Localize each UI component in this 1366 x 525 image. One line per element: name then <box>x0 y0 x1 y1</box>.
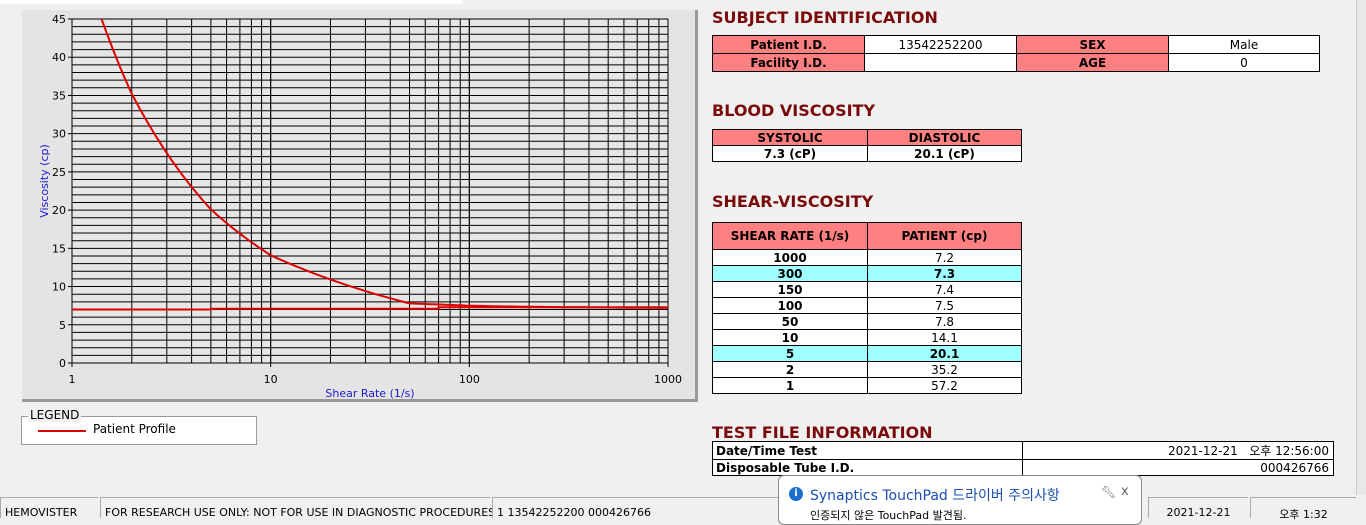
shear-row: 10 14.1 <box>712 329 1022 346</box>
legend-title: LEGEND <box>28 408 82 422</box>
popup-title: Synaptics TouchPad 드라이버 주의사항 <box>810 488 1060 504</box>
y-tick-label: 5 <box>59 319 66 332</box>
shear-rate-cell: 2 <box>712 361 868 378</box>
info-icon: i <box>789 487 803 501</box>
date-value: 2021-12-21 오후 12:56:00 <box>1022 441 1334 460</box>
patient-value-cell: 7.2 <box>867 249 1022 266</box>
diastolic-label: DIASTOLIC <box>867 129 1022 146</box>
systolic-value: 7.3 (cP) <box>712 145 868 162</box>
status-date: 2021-12-21 <box>1148 497 1248 519</box>
series-line-2 <box>72 306 668 311</box>
vertical-scrollbar[interactable] <box>1356 0 1366 495</box>
patient-value-cell: 7.5 <box>867 297 1022 314</box>
shear-rate-cell: 50 <box>712 313 868 330</box>
y-tick-label: 30 <box>52 128 66 141</box>
y-axis-label: Viscosity (cp) <box>38 144 51 218</box>
age-value: 0 <box>1168 53 1320 72</box>
y-tick-label: 35 <box>52 89 66 102</box>
tube-label: Disposable Tube I.D. <box>712 459 1023 476</box>
patient-id-label: Patient I.D. <box>712 35 865 54</box>
status-record: 1 13542252200 000426766 <box>492 497 792 519</box>
patient-id-value: 13542252200 <box>864 35 1017 54</box>
x-tick-label: 1 <box>69 373 76 386</box>
shear-row: 1000 7.2 <box>712 249 1022 266</box>
patient-value-cell: 35.2 <box>867 361 1022 378</box>
shear-rate-cell: 5 <box>712 345 868 362</box>
legend-item-label: Patient Profile <box>93 422 176 436</box>
top-strip <box>0 0 462 4</box>
tube-value: 000426766 <box>1022 459 1334 476</box>
patient-value-cell: 7.4 <box>867 281 1022 298</box>
shear-row: 2 35.2 <box>712 361 1022 378</box>
y-tick-label: 0 <box>59 357 66 370</box>
y-tick-label: 20 <box>52 204 66 217</box>
sex-value: Male <box>1168 35 1320 54</box>
testfile-title: TEST FILE INFORMATION <box>712 423 933 442</box>
age-label: AGE <box>1016 53 1169 72</box>
shear-row: 100 7.5 <box>712 297 1022 314</box>
status-time: 오후 1:32 <box>1250 497 1356 521</box>
shear-rate-cell: 100 <box>712 297 868 314</box>
viscosity-chart: 0 5 10 15 20 25 30 35 40 45 1 10 100 1000 Shear Rate (… <box>38 13 682 400</box>
shear-row: 150 7.4 <box>712 281 1022 298</box>
patient-value-cell: 7.3 <box>867 265 1022 282</box>
y-tick-label: 25 <box>52 166 66 179</box>
sex-label: SEX <box>1016 35 1169 54</box>
y-tick-label: 10 <box>52 281 66 294</box>
shear-rate-header: SHEAR RATE (1/s) <box>712 222 868 250</box>
x-axis-label: Shear Rate (1/s) <box>325 387 414 400</box>
patient-value-cell: 20.1 <box>867 345 1022 362</box>
shear-row: 5 20.1 <box>712 345 1022 362</box>
x-tick-label: 1000 <box>654 373 682 386</box>
shear-rate-cell: 300 <box>712 265 868 282</box>
status-app: HEMOVISTER <box>0 497 98 519</box>
shear-row: 300 7.3 <box>712 265 1022 282</box>
y-tick-label: 45 <box>52 13 66 26</box>
y-tick-label: 40 <box>52 51 66 64</box>
patient-value-cell: 14.1 <box>867 329 1022 346</box>
blood-title: BLOOD VISCOSITY <box>712 101 876 120</box>
systolic-label: SYSTOLIC <box>712 129 868 146</box>
shear-rate-cell: 1000 <box>712 249 868 266</box>
y-tick-label: 15 <box>52 242 66 255</box>
shear-row: 50 7.8 <box>712 313 1022 330</box>
plot-area <box>72 19 668 363</box>
patient-value-cell: 7.8 <box>867 313 1022 330</box>
shear-rate-cell: 150 <box>712 281 868 298</box>
subject-table: Patient I.D. 13542252200 SEX Male Facility … <box>712 35 1320 72</box>
shear-rate-cell: 1 <box>712 377 868 394</box>
date-label: Date/Time Test <box>712 441 1023 460</box>
status-notice: FOR RESEARCH USE ONLY: NOT FOR USE IN DI… <box>100 497 495 519</box>
testfile-table: Date/Time Test 2021-12-21 오후 12:56:00 Dis… <box>712 441 1334 476</box>
shear-title: SHEAR-VISCOSITY <box>712 192 874 211</box>
patient-value-cell: 57.2 <box>867 377 1022 394</box>
shear-table: SHEAR RATE (1/s) PATIENT (cp) 1000 7.2 300 7… <box>712 222 1022 394</box>
legend-line-swatch <box>38 430 86 432</box>
x-tick-label: 100 <box>459 373 480 386</box>
touchpad-notification[interactable]: i Synaptics TouchPad 드라이버 주의사항 🔧︎ x 인증되지… <box>778 475 1142 525</box>
blood-table: SYSTOLIC DIASTOLIC 7.3 (cP) 20.1 (cP) <box>712 129 1022 162</box>
subject-title: SUBJECT IDENTIFICATION <box>712 8 938 27</box>
patient-header: PATIENT (cp) <box>867 222 1022 250</box>
diastolic-value: 20.1 (cP) <box>867 145 1022 162</box>
wrench-icon[interactable]: 🔧︎ <box>1101 485 1117 499</box>
popup-body: 인증되지 않은 TouchPad 발견됨. <box>810 509 967 522</box>
shear-row: 1 57.2 <box>712 377 1022 394</box>
x-tick-label: 10 <box>264 373 278 386</box>
facility-id-value <box>864 53 1017 72</box>
shear-rate-cell: 10 <box>712 329 868 346</box>
facility-id-label: Facility I.D. <box>712 53 865 72</box>
close-icon[interactable]: x <box>1121 484 1129 499</box>
